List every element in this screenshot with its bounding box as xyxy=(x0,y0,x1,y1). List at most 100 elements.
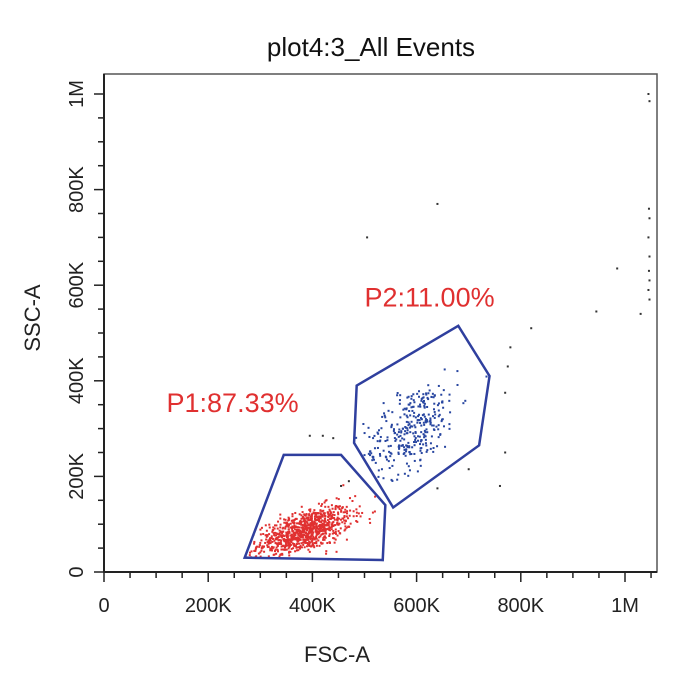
event-point-p2 xyxy=(437,415,440,418)
event-point-p1 xyxy=(320,527,323,530)
event-point-p1 xyxy=(310,533,313,536)
event-point-p1 xyxy=(291,533,294,536)
event-point-p2 xyxy=(433,394,436,397)
event-point-p2 xyxy=(380,427,383,430)
event-point-p2 xyxy=(426,396,429,399)
event-point-p2 xyxy=(402,453,405,456)
event-point-p1 xyxy=(278,533,281,536)
event-point-p1 xyxy=(303,546,306,549)
event-point-p2 xyxy=(456,370,459,373)
event-point-p2 xyxy=(396,392,399,395)
event-point-p1 xyxy=(338,517,341,520)
event-point-p1 xyxy=(291,525,294,528)
event-point-p1 xyxy=(259,528,262,531)
event-point-p1 xyxy=(334,538,337,541)
event-point-p2 xyxy=(397,473,400,476)
event-point-p1 xyxy=(271,547,274,550)
gate-p2-outline[interactable] xyxy=(352,324,491,510)
event-point-p1 xyxy=(265,535,268,538)
event-point-p2 xyxy=(412,393,415,396)
event-point-p1 xyxy=(322,512,325,515)
y-tick-label: 1M xyxy=(66,80,88,108)
event-point-p1 xyxy=(343,529,346,532)
event-point-p1 xyxy=(355,515,358,518)
event-point-p1 xyxy=(300,533,303,536)
event-point-p1 xyxy=(329,529,332,532)
event-point-p1 xyxy=(328,526,331,529)
event-point-p1 xyxy=(283,535,286,538)
event-point-p1 xyxy=(354,495,357,498)
event-point-p1 xyxy=(340,509,343,512)
event-point-p2 xyxy=(438,413,441,416)
event-point-p1 xyxy=(271,545,274,548)
event-point-p2 xyxy=(419,421,422,424)
event-point-p1 xyxy=(274,538,277,541)
event-point-p1 xyxy=(306,538,309,541)
event-point-p1 xyxy=(276,550,279,553)
event-point-p1 xyxy=(333,531,336,534)
event-point-p1 xyxy=(261,545,264,548)
event-point-p2 xyxy=(409,425,412,428)
event-point-p1 xyxy=(318,525,321,528)
event-point-p1 xyxy=(275,532,278,535)
outlier-point xyxy=(648,100,651,103)
event-point-p2 xyxy=(429,419,432,422)
event-point-p1 xyxy=(343,516,346,519)
event-point-p1 xyxy=(290,527,293,530)
event-point-p1 xyxy=(344,525,347,528)
outlier-point xyxy=(648,279,651,282)
event-point-p1 xyxy=(276,543,279,546)
event-point-p2 xyxy=(405,408,408,411)
event-point-p2 xyxy=(387,445,390,448)
event-point-p2 xyxy=(429,421,432,424)
event-point-p1 xyxy=(323,538,326,541)
event-point-p1 xyxy=(278,539,281,542)
event-point-p2 xyxy=(399,416,402,419)
event-point-p1 xyxy=(342,511,345,514)
event-point-p1 xyxy=(318,527,321,530)
event-point-p1 xyxy=(312,531,315,534)
event-point-p1 xyxy=(300,521,303,524)
event-point-p1 xyxy=(346,510,349,513)
event-point-p2 xyxy=(423,406,426,409)
event-point-p1 xyxy=(285,548,288,551)
event-point-p1 xyxy=(324,520,327,523)
event-point-p1 xyxy=(275,546,278,549)
event-point-p1 xyxy=(249,551,252,554)
event-point-p1 xyxy=(259,541,262,544)
event-point-p1 xyxy=(355,520,358,523)
event-point-p2 xyxy=(377,432,380,435)
event-point-p1 xyxy=(320,530,323,533)
event-point-p1 xyxy=(298,546,301,549)
event-point-p1 xyxy=(307,517,310,520)
event-point-p1 xyxy=(311,527,314,530)
outlier-point xyxy=(436,202,439,205)
event-point-p1 xyxy=(269,538,272,541)
event-point-p1 xyxy=(314,530,317,533)
event-point-p2 xyxy=(393,428,396,431)
event-point-p1 xyxy=(328,520,331,523)
event-point-p2 xyxy=(403,433,406,436)
event-point-p1 xyxy=(321,542,324,545)
gate-p1-outline[interactable] xyxy=(242,453,387,562)
event-point-p1 xyxy=(298,513,301,516)
event-point-p2 xyxy=(408,451,411,454)
event-point-p1 xyxy=(315,524,318,527)
event-point-p2 xyxy=(440,420,443,423)
event-point-p2 xyxy=(426,449,429,452)
event-point-p1 xyxy=(287,528,290,531)
event-point-p2 xyxy=(448,399,451,402)
event-point-p1 xyxy=(311,540,314,543)
event-point-p1 xyxy=(368,518,371,521)
event-point-p2 xyxy=(464,399,467,402)
event-point-p2 xyxy=(370,452,373,455)
event-point-p2 xyxy=(433,416,436,419)
event-point-p1 xyxy=(303,522,306,525)
event-point-p1 xyxy=(348,514,351,517)
event-point-p1 xyxy=(299,534,302,537)
event-point-p1 xyxy=(282,544,285,547)
event-point-p1 xyxy=(309,515,312,518)
event-point-p1 xyxy=(332,511,335,514)
event-point-p1 xyxy=(309,508,312,511)
